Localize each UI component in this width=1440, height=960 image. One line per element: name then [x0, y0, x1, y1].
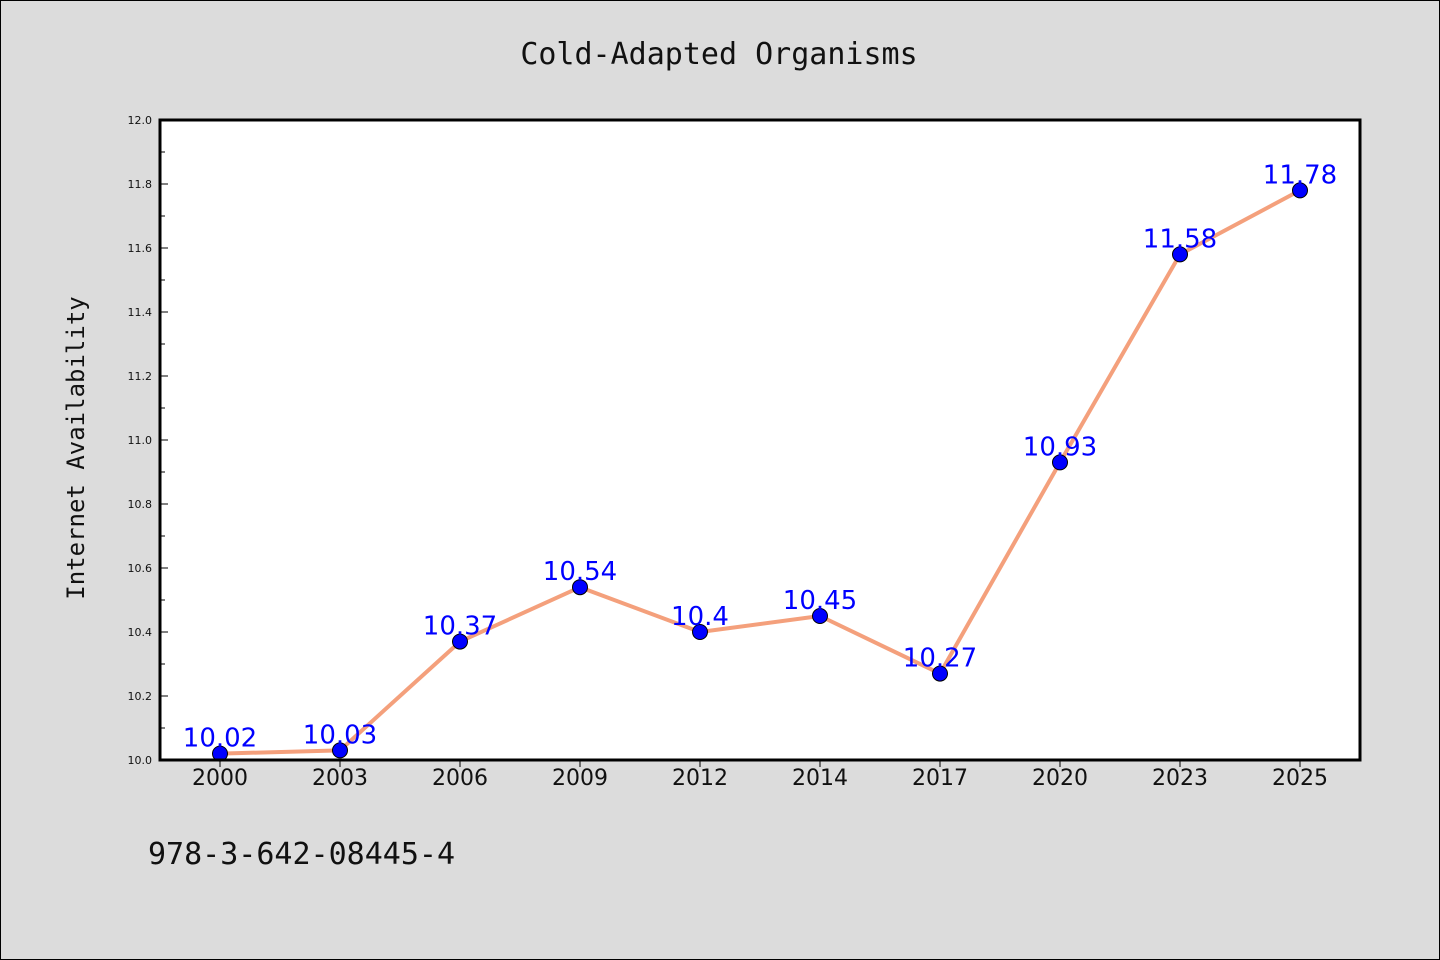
x-tick-label: 2000	[192, 766, 248, 791]
x-tick-label: 2014	[792, 766, 848, 791]
data-label: 10.03	[303, 720, 377, 750]
data-point	[932, 665, 948, 682]
y-tick-label: 10.8	[128, 498, 153, 511]
data-label: 10.93	[1023, 432, 1097, 462]
x-tick-label: 2017	[912, 766, 968, 791]
data-point	[332, 742, 348, 759]
x-tick-label: 2006	[432, 766, 488, 791]
y-tick-label: 12.0	[128, 114, 153, 127]
data-point	[452, 633, 468, 650]
data-point	[1292, 182, 1308, 199]
chart-title: Cold-Adapted Organisms	[520, 37, 917, 72]
data-point	[1172, 246, 1188, 263]
x-tick-label: 2009	[552, 766, 608, 791]
x-tick-label: 2003	[312, 766, 368, 791]
x-tick-label: 2012	[672, 766, 728, 791]
data-label: 10.27	[903, 644, 977, 674]
y-tick-label: 11.4	[128, 306, 153, 319]
isbn-label: 978-3-642-08445-4	[148, 837, 455, 872]
y-tick-label: 10.2	[128, 690, 153, 703]
plot-border	[158, 118, 1362, 762]
y-tick-label: 10.4	[128, 626, 153, 639]
data-labels: 10.02 10.03 10.37 10.54 10.4 10.45 10.27 10.93 1…	[183, 160, 1337, 753]
y-tick-label: 10.6	[128, 562, 153, 575]
y-tick-label: 11.2	[128, 370, 153, 383]
y-tick-label: 11.8	[128, 178, 153, 191]
y-axis-label: Internet Availability	[62, 296, 90, 599]
data-label: 10.45	[783, 586, 857, 616]
x-axis: 2000 2003 2006 2009 2012 2014 2017 2020 2023 2025	[192, 760, 1328, 791]
y-tick-label: 10.0	[128, 754, 153, 767]
series-markers	[212, 182, 1308, 762]
series-line	[219, 188, 1301, 756]
x-tick-label: 2020	[1032, 766, 1088, 791]
data-point	[572, 579, 588, 596]
x-tick-label: 2023	[1152, 766, 1208, 791]
data-point	[1052, 454, 1068, 471]
x-tick-label: 2025	[1272, 766, 1328, 791]
data-label: 11.58	[1143, 224, 1217, 254]
data-label: 10.37	[423, 612, 497, 642]
data-point	[812, 608, 828, 624]
y-tick-label: 11.6	[128, 242, 153, 255]
data-label: 10.54	[543, 557, 617, 587]
y-tick-label: 11.0	[128, 434, 153, 447]
plot-area	[160, 120, 1360, 760]
data-point	[692, 624, 708, 640]
data-label: 11.78	[1263, 160, 1337, 190]
data-label: 10.4	[671, 602, 729, 632]
data-label: 10.02	[183, 724, 257, 754]
